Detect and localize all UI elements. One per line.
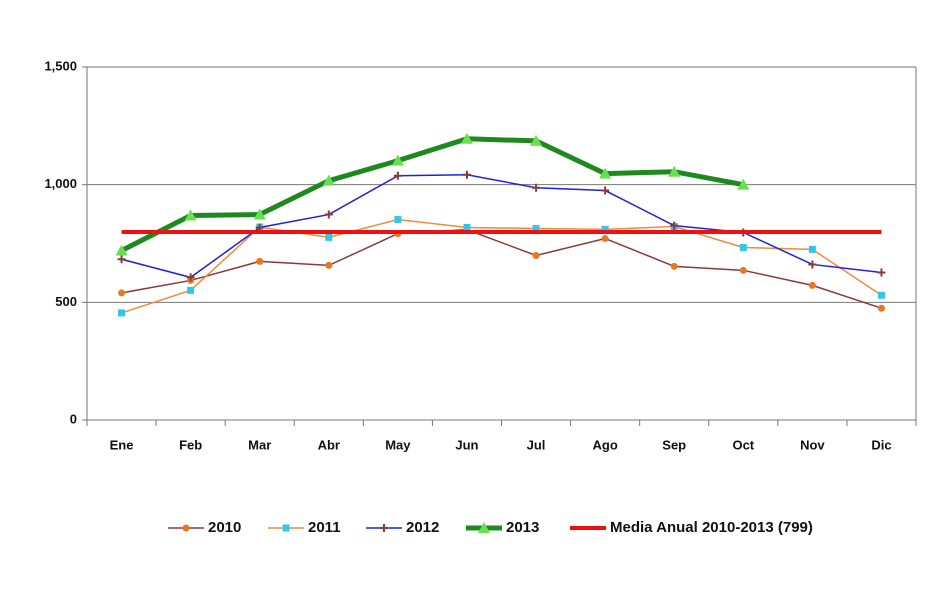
y-tick-label: 500 (55, 294, 77, 309)
marker (187, 286, 195, 294)
marker (182, 524, 190, 532)
x-tick-label: May (385, 437, 411, 452)
marker (532, 224, 540, 232)
marker (380, 524, 388, 532)
y-tick-label: 1,000 (44, 176, 77, 191)
series-line (121, 218, 882, 314)
marker (877, 304, 885, 312)
marker (117, 255, 126, 264)
marker (601, 235, 609, 243)
marker (478, 522, 490, 533)
marker (601, 186, 610, 195)
x-tick-label: Abr (318, 437, 340, 452)
marker (877, 268, 886, 277)
marker (460, 132, 473, 144)
marker (324, 210, 333, 219)
marker (532, 252, 540, 260)
series-line (120, 136, 744, 253)
marker (808, 245, 816, 253)
marker (670, 262, 678, 270)
marker (186, 273, 195, 282)
legend-label: Media Anual 2010-2013 (799) (610, 519, 813, 536)
series-line (121, 228, 882, 309)
legend-label: 2013 (506, 519, 539, 536)
marker (115, 244, 128, 256)
x-tick-label: Dic (871, 437, 891, 452)
marker (325, 261, 333, 269)
marker (463, 223, 471, 231)
marker (256, 257, 264, 265)
marker (877, 291, 885, 299)
x-tick-label: Ene (110, 437, 134, 452)
marker (462, 170, 471, 179)
x-tick-label: Nov (800, 437, 825, 452)
legend-label: 2012 (406, 519, 439, 536)
marker (532, 183, 541, 192)
marker (282, 524, 290, 532)
marker (118, 309, 126, 317)
marker (808, 281, 816, 289)
x-tick-label: Jul (527, 437, 546, 452)
series-line (121, 174, 882, 279)
x-tick-label: Feb (179, 437, 202, 452)
marker (668, 165, 681, 177)
x-tick-label: Sep (662, 437, 686, 452)
y-tick-label: 0 (70, 411, 77, 426)
marker (394, 215, 402, 223)
marker (325, 233, 333, 241)
x-tick-label: Oct (732, 437, 754, 452)
marker (599, 167, 612, 179)
legend-label: 2011 (308, 519, 341, 536)
marker (253, 208, 266, 220)
x-tick-label: Ago (592, 437, 617, 452)
x-tick-label: Jun (455, 437, 478, 452)
marker (322, 174, 335, 186)
marker (184, 209, 197, 221)
marker (739, 244, 747, 252)
marker (739, 266, 747, 274)
marker (391, 154, 404, 166)
marker (393, 171, 402, 180)
legend-label: 2010 (208, 519, 241, 536)
marker (530, 134, 543, 146)
marker (118, 289, 126, 297)
x-tick-label: Mar (248, 437, 271, 452)
marker (808, 260, 817, 269)
y-tick-label: 1,500 (44, 58, 77, 73)
marker (601, 225, 609, 233)
marker (737, 178, 750, 190)
marker (670, 221, 679, 230)
